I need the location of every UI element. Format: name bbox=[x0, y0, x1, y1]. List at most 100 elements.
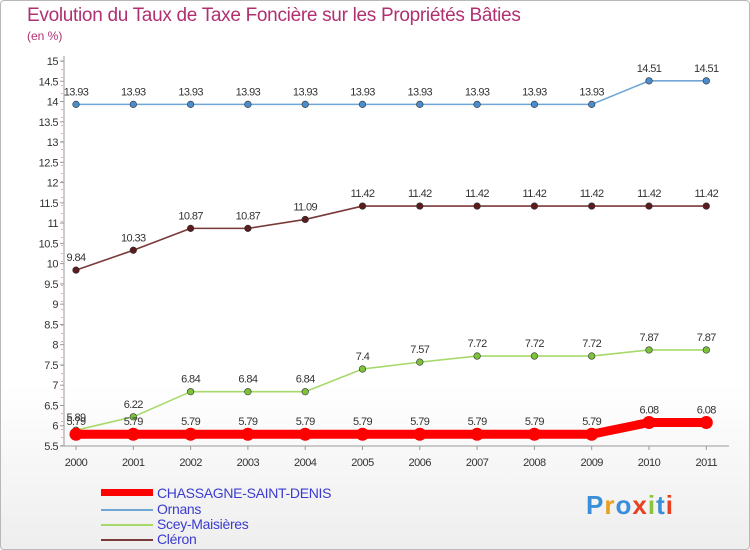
x-tick-label: 2009 bbox=[580, 457, 603, 469]
data-point bbox=[126, 427, 140, 441]
data-point bbox=[187, 100, 195, 108]
data-point bbox=[645, 346, 653, 354]
y-tick-label: 14.5 bbox=[39, 76, 59, 88]
data-point bbox=[358, 202, 367, 210]
series-line bbox=[71, 417, 711, 439]
data-point bbox=[588, 202, 596, 210]
legend-label: Scey-Maisières bbox=[157, 516, 249, 532]
data-label: 11.42 bbox=[637, 188, 661, 200]
data-point bbox=[588, 100, 596, 108]
data-label: 7.4 bbox=[356, 351, 370, 363]
data-point bbox=[241, 427, 255, 441]
data-label: 14.51 bbox=[637, 63, 662, 75]
x-tick-label: 2004 bbox=[294, 457, 317, 469]
x-tick-label: 2003 bbox=[237, 457, 260, 469]
data-label: 6.08 bbox=[639, 404, 658, 416]
logo-letter: i bbox=[647, 490, 657, 520]
data-point bbox=[72, 266, 80, 274]
y-tick-label: 13 bbox=[47, 137, 59, 149]
x-tick-label: 2010 bbox=[638, 457, 661, 469]
data-point bbox=[416, 100, 424, 108]
data-label: 13.93 bbox=[178, 86, 203, 98]
data-point bbox=[358, 365, 367, 373]
x-tick-label: 2007 bbox=[466, 457, 489, 469]
y-tick-label: 8 bbox=[52, 340, 58, 352]
data-label: 13.93 bbox=[408, 86, 433, 98]
data-label: 11.42 bbox=[694, 188, 718, 200]
y-tick-label: 13.5 bbox=[39, 117, 59, 129]
data-point bbox=[301, 215, 309, 224]
x-tick-label: 2006 bbox=[409, 457, 432, 469]
data-point bbox=[187, 388, 195, 396]
data-point bbox=[413, 427, 427, 441]
legend-label: CHASSAGNE-SAINT-DENIS bbox=[157, 485, 332, 501]
data-label: 6.22 bbox=[124, 399, 143, 411]
data-point bbox=[187, 224, 195, 232]
data-point bbox=[301, 100, 309, 108]
data-label: 5.79 bbox=[296, 416, 315, 428]
data-point bbox=[129, 246, 137, 254]
data-label: 5.79 bbox=[582, 416, 601, 428]
data-label: 5.79 bbox=[238, 416, 257, 428]
data-label: 10.87 bbox=[178, 210, 203, 222]
data-label: 6.84 bbox=[296, 374, 315, 386]
legend-label: Ornans bbox=[157, 501, 202, 517]
y-tick-label: 14 bbox=[47, 97, 59, 109]
data-point bbox=[702, 77, 710, 85]
data-point bbox=[72, 100, 80, 108]
legend-swatch bbox=[101, 524, 153, 526]
data-label: 13.93 bbox=[121, 86, 146, 98]
data-point bbox=[244, 100, 252, 108]
data-label: 13.93 bbox=[465, 86, 490, 98]
data-label: 5.79 bbox=[124, 416, 143, 428]
data-point bbox=[129, 100, 137, 108]
data-label: 11.42 bbox=[408, 188, 432, 200]
data-label: 11.42 bbox=[580, 188, 604, 200]
y-tick-label: 12 bbox=[47, 178, 59, 190]
y-tick-label: 6.5 bbox=[44, 400, 58, 412]
data-label: 11.42 bbox=[465, 188, 489, 200]
logo-letter: P bbox=[586, 490, 605, 520]
line-chart: 5.5 6 6.5 7 7.5 8 8.5 9 9.5 10 10.5 11 11.5 12 12.5 13 1… bbox=[39, 56, 729, 469]
x-tick-label: 2000 bbox=[65, 457, 88, 469]
data-label: 6.84 bbox=[238, 374, 257, 386]
legend-item-chassagne-saint-denis: CHASSAGNE-SAINT-DENIS bbox=[101, 485, 501, 501]
y-tick-label: 6 bbox=[52, 421, 58, 433]
x-tick-label: 2011 bbox=[695, 457, 717, 469]
data-point bbox=[588, 352, 596, 360]
y-tick-label: 10 bbox=[47, 259, 59, 271]
y-tick-label: 11 bbox=[48, 218, 59, 230]
data-label: 7.72 bbox=[468, 338, 487, 350]
data-label: 7.57 bbox=[410, 344, 429, 356]
y-tick-label: 7.5 bbox=[44, 360, 58, 372]
data-label: 11.09 bbox=[293, 201, 317, 213]
data-point bbox=[356, 427, 369, 441]
y-tick-label: 12.5 bbox=[39, 157, 59, 169]
data-label: 13.93 bbox=[350, 86, 375, 98]
y-tick-label: 9 bbox=[52, 299, 58, 311]
data-point bbox=[298, 427, 312, 441]
data-label: 10.33 bbox=[121, 232, 146, 244]
data-label: 13.93 bbox=[293, 86, 318, 98]
legend-label: Cléron bbox=[157, 531, 197, 547]
data-label: 7.72 bbox=[525, 338, 544, 350]
x-tick-label: 2002 bbox=[179, 457, 202, 469]
series-line bbox=[75, 205, 708, 271]
logo-letter: t bbox=[656, 490, 666, 520]
data-point bbox=[702, 346, 710, 354]
data-label: 5.79 bbox=[468, 416, 487, 428]
unit-label: (en %) bbox=[27, 29, 63, 43]
data-point bbox=[473, 352, 481, 360]
logo-letter: i bbox=[665, 490, 674, 520]
data-point bbox=[244, 388, 252, 396]
data-label: 5.89 bbox=[66, 412, 85, 424]
legend-item-ornans: Ornans bbox=[101, 501, 501, 517]
data-point bbox=[530, 100, 539, 108]
data-label: 7.87 bbox=[639, 332, 658, 344]
data-point bbox=[473, 202, 481, 210]
proxiti-logo: Proxiti bbox=[586, 490, 674, 521]
data-point bbox=[527, 427, 541, 441]
data-point bbox=[473, 100, 481, 108]
y-tick-label: 11.5 bbox=[39, 198, 58, 210]
data-point bbox=[642, 415, 656, 429]
